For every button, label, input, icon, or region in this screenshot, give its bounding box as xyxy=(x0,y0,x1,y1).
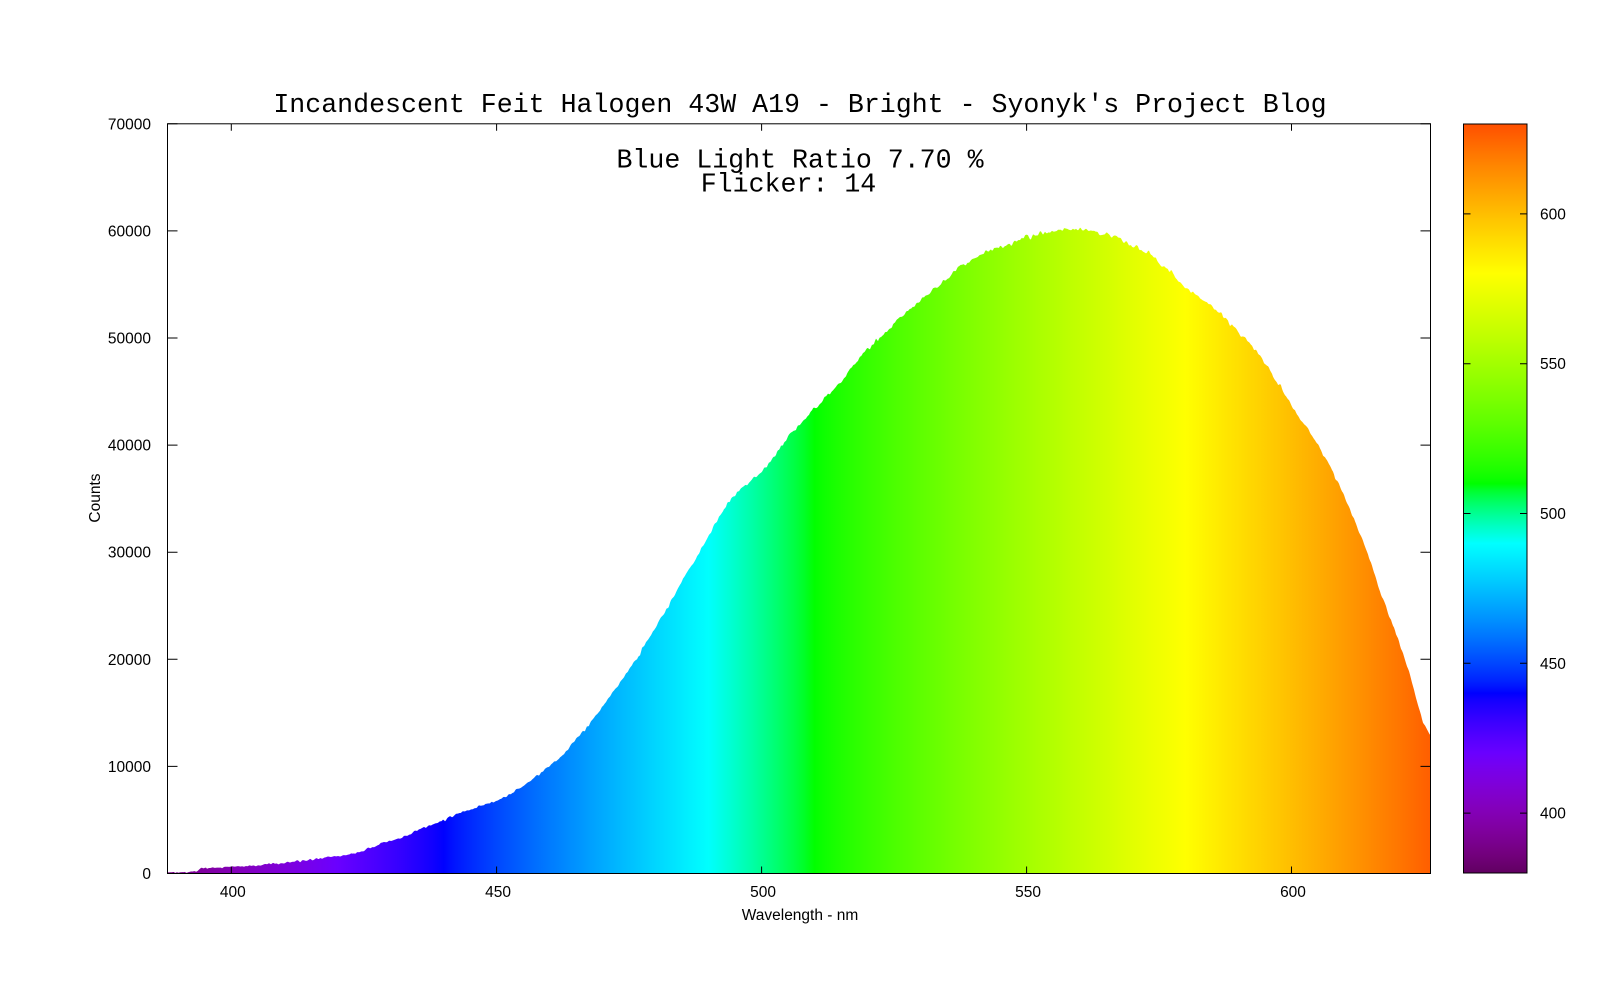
svg-text:70000: 70000 xyxy=(108,116,151,133)
svg-text:Counts: Counts xyxy=(87,473,104,522)
svg-text:50000: 50000 xyxy=(108,331,151,348)
svg-text:30000: 30000 xyxy=(108,545,151,562)
svg-text:40000: 40000 xyxy=(108,438,151,455)
svg-text:20000: 20000 xyxy=(108,652,151,669)
svg-text:600: 600 xyxy=(1540,206,1566,223)
svg-text:400: 400 xyxy=(220,884,246,901)
svg-text:Flicker: 14: Flicker: 14 xyxy=(701,170,877,200)
svg-text:600: 600 xyxy=(1280,884,1306,901)
svg-text:450: 450 xyxy=(485,884,511,901)
svg-text:10000: 10000 xyxy=(108,759,151,776)
svg-text:0: 0 xyxy=(142,866,151,883)
svg-text:60000: 60000 xyxy=(108,223,151,240)
svg-text:500: 500 xyxy=(750,884,776,901)
svg-text:Wavelength - nm: Wavelength - nm xyxy=(742,907,859,924)
svg-text:550: 550 xyxy=(1015,884,1041,901)
svg-text:Incandescent Feit Halogen 43W: Incandescent Feit Halogen 43W A19 - Brig… xyxy=(273,90,1326,120)
svg-text:400: 400 xyxy=(1540,806,1566,823)
svg-text:450: 450 xyxy=(1540,656,1566,673)
svg-text:Blue Light Ratio 7.70 %: Blue Light Ratio 7.70 % xyxy=(616,146,983,176)
svg-text:550: 550 xyxy=(1540,356,1566,373)
svg-text:500: 500 xyxy=(1540,506,1566,523)
